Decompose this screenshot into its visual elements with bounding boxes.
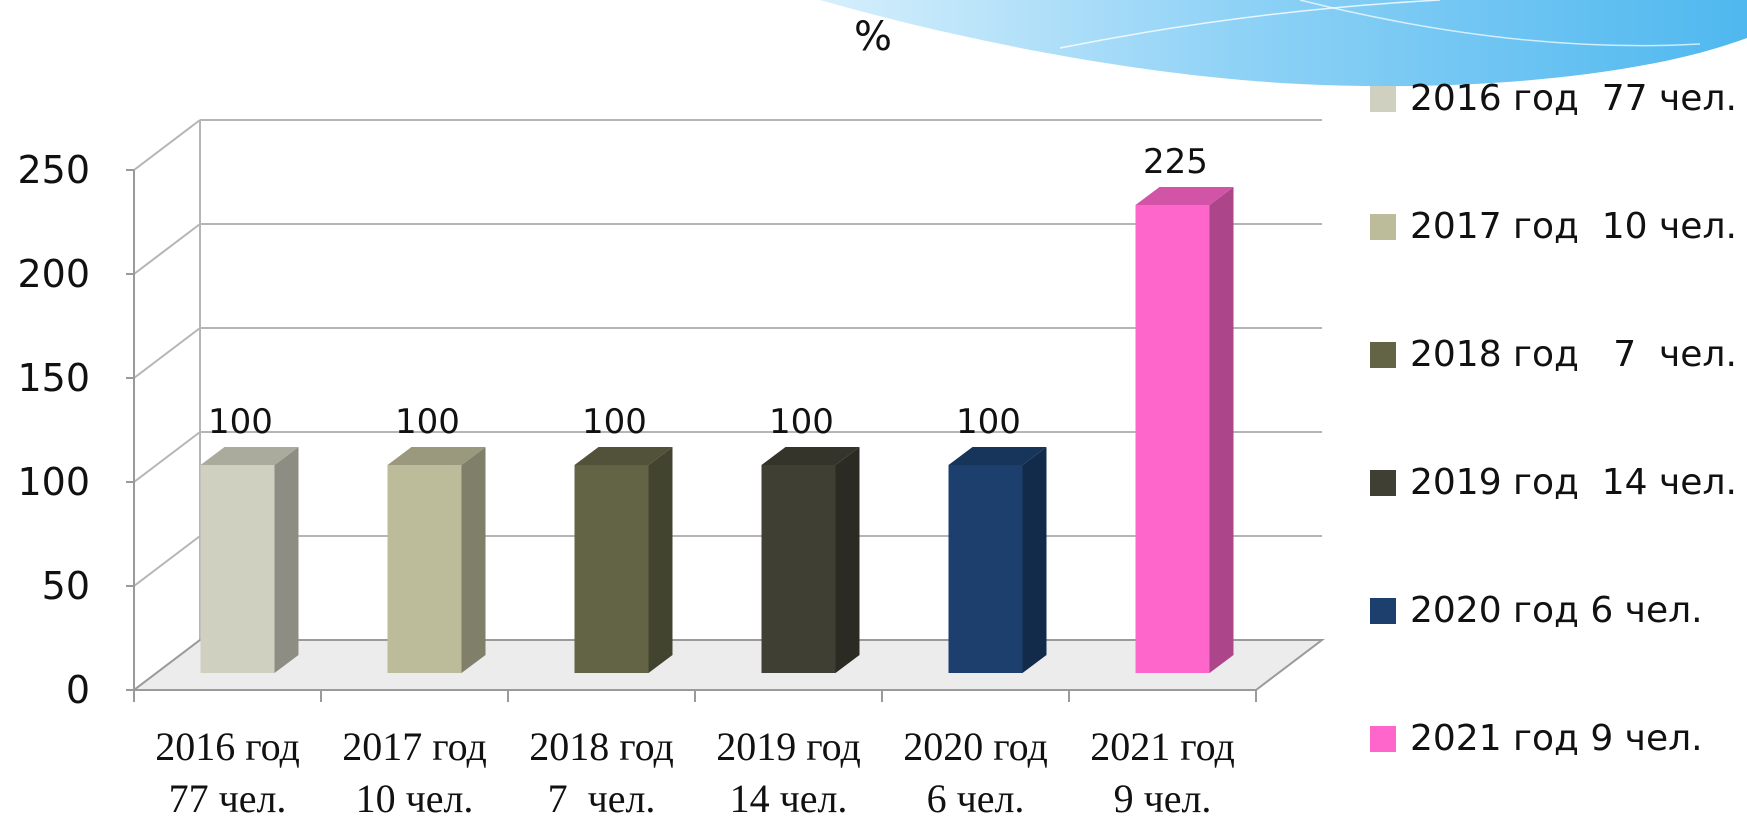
x-tick-label: 2020 год — [903, 724, 1048, 769]
x-tick-label: 9 чел. — [1114, 776, 1212, 821]
bar-top-face — [948, 447, 1047, 465]
legend-swatch — [1370, 342, 1396, 368]
legend-swatch — [1370, 470, 1396, 496]
bar-top-face — [387, 447, 486, 465]
y-tick-label: 250 — [17, 148, 90, 192]
data-label: 100 — [582, 402, 647, 442]
legend-swatch — [1370, 726, 1396, 752]
bar-side-face — [1209, 187, 1234, 673]
bar-top-face — [200, 447, 299, 465]
bar-front-face — [200, 465, 275, 673]
bar-side-face — [648, 447, 673, 673]
side-wall-gridline — [133, 327, 201, 379]
y-tick-label: 100 — [17, 460, 90, 504]
bar-top-face — [1135, 187, 1234, 205]
y-tick-label: 200 — [17, 252, 90, 296]
x-tick-label: 2016 год — [155, 724, 300, 769]
legend-entry: 2017 год 10 чел. — [1410, 206, 1737, 247]
legend-entry: 2016 год 77 чел. — [1410, 78, 1737, 119]
x-tick-label: 14 чел. — [730, 776, 848, 821]
bar-6 — [1135, 187, 1234, 673]
data-label: 100 — [769, 402, 834, 442]
chart-title: % — [854, 14, 892, 60]
y-tick-label: 0 — [66, 668, 90, 712]
x-tick-label: 2018 год — [529, 724, 674, 769]
header-swoosh-decoration — [820, 0, 1747, 87]
x-tick-label: 6 чел. — [927, 776, 1025, 821]
legend-swatch — [1370, 598, 1396, 624]
bar-side-face — [1022, 447, 1047, 673]
data-label: 100 — [208, 402, 273, 442]
legend-swatch — [1370, 86, 1396, 112]
bar-1 — [200, 447, 299, 673]
bar-4 — [761, 447, 860, 673]
bar-front-face — [574, 465, 649, 673]
x-tick-label: 7 чел. — [548, 776, 656, 821]
side-wall-gridline — [133, 535, 201, 587]
x-tick-label: 10 чел. — [356, 776, 474, 821]
y-tick-label: 150 — [17, 356, 90, 400]
x-tick-label: 2021 год — [1090, 724, 1235, 769]
x-tick-label: 2019 год — [716, 724, 861, 769]
data-label: 225 — [1143, 142, 1208, 182]
bar-side-face — [461, 447, 486, 673]
bar-top-face — [574, 447, 673, 465]
bar-front-face — [948, 465, 1023, 673]
bar-front-face — [1135, 205, 1210, 673]
data-label: 100 — [956, 402, 1021, 442]
data-label: 100 — [395, 402, 460, 442]
y-tick-label: 50 — [42, 564, 90, 608]
legend-entry: 2020 год 6 чел. — [1410, 590, 1703, 631]
bar-front-face — [761, 465, 836, 673]
x-tick-label: 2017 год — [342, 724, 487, 769]
legend-swatch — [1370, 214, 1396, 240]
side-wall-gridline — [133, 119, 201, 171]
bar-front-face — [387, 465, 462, 673]
bar-side-face — [274, 447, 299, 673]
legend-entry: 2018 год 7 чел. — [1410, 334, 1737, 375]
side-wall-gridline — [133, 431, 201, 483]
bar-side-face — [835, 447, 860, 673]
bar-5 — [948, 447, 1047, 673]
legend-entry: 2021 год 9 чел. — [1410, 718, 1703, 759]
x-tick-label: 77 чел. — [169, 776, 287, 821]
bar-top-face — [761, 447, 860, 465]
bar-2 — [387, 447, 486, 673]
legend-entry: 2019 год 14 чел. — [1410, 462, 1737, 503]
bar-3 — [574, 447, 673, 673]
side-wall-gridline — [133, 223, 201, 275]
